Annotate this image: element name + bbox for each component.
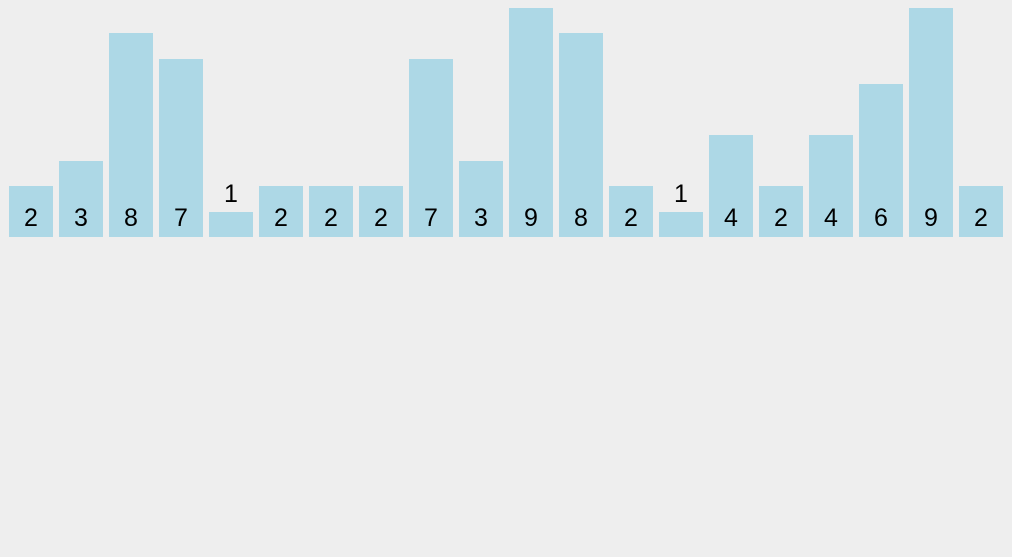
bar-value-label: 2	[324, 204, 338, 232]
bar: 9	[509, 7, 553, 237]
bar-value-label: 8	[124, 204, 138, 232]
bar-value-label: 3	[74, 204, 88, 232]
bar-value-label: 7	[424, 204, 438, 232]
bar-value-label: 4	[724, 204, 738, 232]
bar-chart: 2 3 8 7 1 2 2 2 7 3 9 8 2 1 4 2 4 6 9 2	[0, 0, 1012, 237]
bar-value-label: 1	[224, 179, 238, 208]
bar: 3	[459, 160, 503, 237]
bar-value-label: 4	[824, 204, 838, 232]
bar-value-label: 8	[574, 204, 588, 232]
bar-value-label: 3	[474, 204, 488, 232]
bar: 3	[59, 160, 103, 237]
bar-value-label: 2	[374, 204, 388, 232]
bar-value-label: 2	[774, 204, 788, 232]
bar: 2	[309, 186, 353, 237]
bar: 7	[159, 58, 203, 237]
bar: 7	[409, 58, 453, 237]
bar-value-label: 2	[24, 204, 38, 232]
bar: 2	[959, 186, 1003, 237]
bar-value-label: 2	[274, 204, 288, 232]
bar-value-label: 1	[674, 179, 688, 208]
bar-value-label: 2	[974, 204, 988, 232]
bar-value-label: 2	[624, 204, 638, 232]
bar: 1	[209, 181, 253, 237]
bar-value-label: 7	[174, 204, 188, 232]
bar-value-label: 9	[924, 204, 938, 232]
bar: 2	[609, 186, 653, 237]
bar: 9	[909, 7, 953, 237]
bar: 2	[359, 186, 403, 237]
bar: 4	[709, 135, 753, 237]
bar: 4	[809, 135, 853, 237]
bar: 8	[559, 33, 603, 237]
bar-value-label: 6	[874, 204, 888, 232]
bar-value-label: 9	[524, 204, 538, 232]
bar: 1	[659, 181, 703, 237]
bar: 8	[109, 33, 153, 237]
bar: 2	[259, 186, 303, 237]
bar: 6	[859, 84, 903, 237]
bar: 2	[9, 186, 53, 237]
bar: 2	[759, 186, 803, 237]
